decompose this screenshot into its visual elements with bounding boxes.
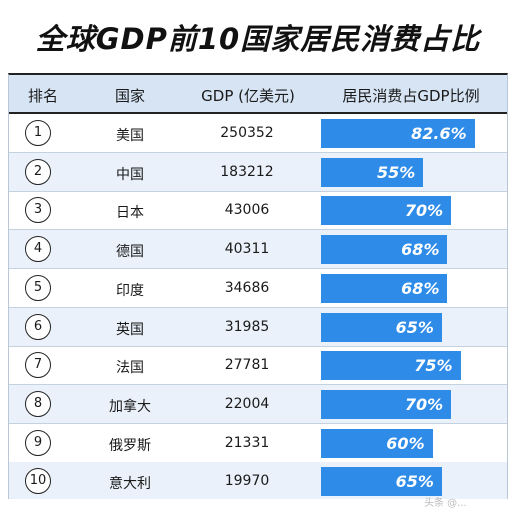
share-label: 55% xyxy=(377,162,416,182)
share-label: 65% xyxy=(395,472,434,492)
share-bar: 70% xyxy=(321,196,452,226)
gdp-cell: 34686 xyxy=(224,279,270,296)
header-gdp: GDP (亿美元) xyxy=(201,87,295,105)
chart-title: 全球GDP前10国家居民消费占比 xyxy=(35,22,481,56)
share-label: 70% xyxy=(404,201,444,221)
country-cell: 加拿大 xyxy=(109,398,151,415)
share-bar: 70% xyxy=(321,389,452,419)
header-share: 居民消费占GDP比例 xyxy=(342,87,480,105)
table-row: 9 俄罗斯 21331 60% xyxy=(9,424,507,463)
country-cell: 法国 xyxy=(116,360,144,377)
rank-badge: 9 xyxy=(25,429,51,456)
share-bar: 68% xyxy=(321,273,448,303)
share-label: 70% xyxy=(404,394,444,414)
gdp-cell: 21331 xyxy=(224,434,270,451)
rank-badge: 2 xyxy=(25,158,51,185)
share-bar: 82.6% xyxy=(321,119,475,148)
country-cell: 德国 xyxy=(116,244,144,261)
table-row: 4 德国 40311 68% xyxy=(9,230,507,270)
table-row: 10 意大利 19970 65% xyxy=(9,462,507,499)
gdp-cell: 27781 xyxy=(224,357,270,374)
gdp-cell: 183212 xyxy=(220,163,274,180)
country-cell: 美国 xyxy=(116,128,144,144)
country-cell: 俄罗斯 xyxy=(109,437,151,454)
table-row: 8 加拿大 22004 70% xyxy=(9,384,507,424)
share-label: 82.6% xyxy=(411,124,467,143)
header-rank: 排名 xyxy=(27,87,58,105)
country-cell: 英国 xyxy=(116,321,144,338)
rank-badge: 6 xyxy=(25,313,51,340)
country-cell: 印度 xyxy=(116,282,144,299)
country-cell: 日本 xyxy=(116,205,144,222)
table-header: 排名 国家 GDP (亿美元) 居民消费占GDP比例 xyxy=(9,75,507,114)
rank-badge: 4 xyxy=(25,236,51,263)
country-cell: 中国 xyxy=(116,166,144,183)
data-table: 排名 国家 GDP (亿美元) 居民消费占GDP比例 1 美国 250352 82.6… xyxy=(8,73,508,499)
rank-badge: 8 xyxy=(25,390,51,417)
share-bar: 55% xyxy=(321,157,424,187)
country-cell: 意大利 xyxy=(109,476,151,493)
table-row: 1 美国 250352 82.6% xyxy=(9,114,507,153)
table-row: 2 中国 183212 55% xyxy=(9,152,507,192)
share-label: 60% xyxy=(386,433,425,453)
share-bar: 68% xyxy=(321,235,448,265)
share-label: 65% xyxy=(395,317,434,337)
rank-badge: 5 xyxy=(25,274,51,301)
rank-badge: 1 xyxy=(25,120,51,146)
gdp-cell: 31985 xyxy=(224,318,270,335)
header-country: 国家 xyxy=(114,87,145,105)
share-bar: 60% xyxy=(321,428,433,458)
share-label: 68% xyxy=(401,278,440,298)
table-row: 5 印度 34686 68% xyxy=(9,269,507,308)
table-row: 7 法国 27781 75% xyxy=(9,346,507,386)
share-bar: 65% xyxy=(321,467,442,497)
gdp-cell: 43006 xyxy=(224,202,270,219)
share-bar: 75% xyxy=(321,351,461,381)
gdp-cell: 40311 xyxy=(224,241,270,258)
gdp-cell: 22004 xyxy=(224,395,270,412)
rank-badge: 3 xyxy=(25,197,51,224)
gdp-cell: 19970 xyxy=(224,473,270,490)
share-bar: 65% xyxy=(321,312,442,342)
rank-badge: 7 xyxy=(25,352,51,379)
table-row: 3 日本 43006 70% xyxy=(9,191,507,231)
rank-badge: 10 xyxy=(25,468,51,495)
table-row: 6 英国 31985 65% xyxy=(9,307,507,347)
gdp-cell: 250352 xyxy=(220,125,274,141)
share-label: 68% xyxy=(401,240,440,260)
share-label: 75% xyxy=(414,356,453,376)
watermark: 头条 @... xyxy=(424,498,467,509)
